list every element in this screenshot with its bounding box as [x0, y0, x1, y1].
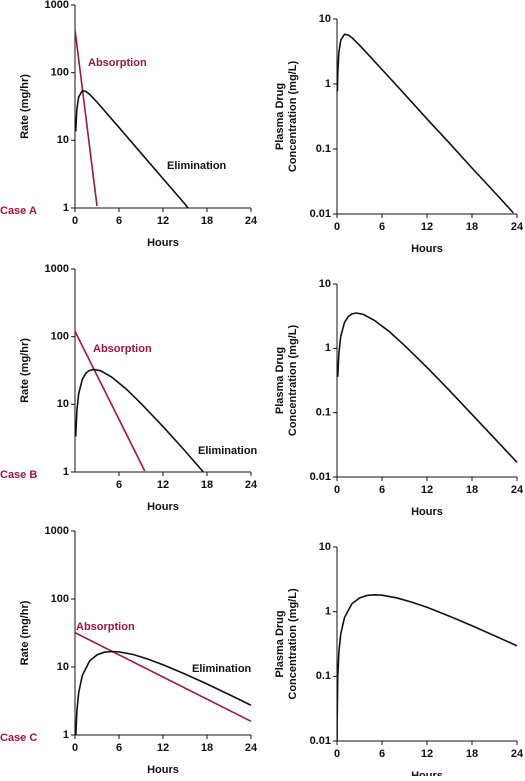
- y-tick-label: 1: [63, 729, 69, 741]
- y-tick-label: 100: [51, 67, 69, 79]
- series-label: Elimination: [167, 160, 227, 172]
- y-axis-label: Plasma Drug: [274, 610, 286, 677]
- x-tick-label: 18: [466, 221, 478, 233]
- y-tick-label: 0.1: [316, 407, 331, 419]
- x-tick-label: 18: [201, 742, 213, 754]
- x-tick-label: 0: [334, 221, 340, 233]
- y-axis-label: Concentration (mg/L): [287, 588, 299, 700]
- y-tick-label: 1000: [45, 525, 69, 537]
- x-tick-label: 6: [379, 484, 385, 496]
- x-tick-label: 12: [157, 479, 169, 491]
- y-tick-label: 10: [319, 541, 331, 553]
- line: [75, 650, 252, 735]
- y-tick-label: 1: [325, 606, 331, 618]
- series-label: Absorption: [88, 57, 147, 69]
- x-tick-label: 0: [72, 215, 78, 227]
- chart: 1 10 100 1000 0 6 12 18 24 Hours Rate (mg/hr) Absor…: [0, 525, 258, 776]
- y-tick-label: 0.01: [310, 208, 331, 220]
- x-axis-label: Hours: [411, 243, 443, 255]
- chart: 0.01 0.1 1 10 0 6 12 18 24 Hours Plasma Drug Concen…: [274, 541, 524, 781]
- y-axis-label: Rate (mg/hr): [19, 338, 31, 403]
- y-tick-label: 0.01: [310, 471, 331, 483]
- x-tick-label: 12: [157, 742, 169, 754]
- x-tick-label: 12: [421, 484, 433, 496]
- y-tick-label: 10: [319, 13, 331, 25]
- y-tick-label: 10: [57, 398, 69, 410]
- y-tick-label: 0.01: [310, 735, 331, 747]
- y-tick-label: 1: [325, 342, 331, 354]
- series-label: Absorption: [93, 343, 152, 355]
- x-tick-label: 24: [245, 479, 258, 491]
- y-tick-label: 0.1: [316, 143, 331, 155]
- y-axis-label: Plasma Drug: [274, 347, 286, 414]
- x-tick-label: 18: [201, 215, 213, 227]
- line: [75, 89, 189, 208]
- series-label: Elimination: [192, 663, 252, 675]
- y-tick-label: 100: [51, 331, 69, 343]
- y-tick-label: 10: [319, 278, 331, 290]
- x-tick-label: 24: [245, 742, 258, 754]
- line: [75, 29, 98, 207]
- line: [337, 312, 518, 463]
- case-label: Case A: [0, 205, 37, 217]
- x-tick-label: 24: [511, 748, 524, 760]
- y-tick-label: 1: [63, 202, 69, 214]
- line: [75, 330, 146, 472]
- y-axis-label: Concentration (mg/L): [287, 325, 299, 437]
- x-tick-label: 6: [379, 748, 385, 760]
- y-tick-label: 1: [325, 78, 331, 90]
- x-axis-label: Hours: [147, 501, 179, 513]
- x-tick-label: 18: [201, 479, 213, 491]
- x-tick-label: 6: [116, 742, 122, 754]
- x-axis-label: Hours: [147, 237, 179, 249]
- y-tick-label: 0.1: [316, 670, 331, 682]
- case-label: Case C: [0, 732, 37, 744]
- x-tick-label: 6: [116, 215, 122, 227]
- chart: 0.01 0.1 1 10 0 6 12 18 24 Hours Plasma Drug Concen…: [274, 278, 524, 518]
- x-tick-label: 12: [421, 748, 433, 760]
- x-tick-label: 0: [334, 484, 340, 496]
- x-tick-label: 0: [72, 742, 78, 754]
- y-axis-label: Plasma Drug: [274, 83, 286, 150]
- y-tick-label: 1000: [45, 0, 69, 11]
- y-tick-label: 10: [57, 134, 69, 146]
- x-tick-label: 6: [379, 221, 385, 233]
- y-tick-label: 1: [63, 466, 69, 478]
- x-axis-label: Hours: [147, 764, 179, 776]
- y-tick-label: 1000: [45, 263, 69, 275]
- chart: 0.01 0.1 1 10 0 6 12 18 24 Hours Plasma Drug Concen…: [274, 13, 524, 255]
- x-tick-label: 12: [157, 215, 169, 227]
- y-axis-label: Concentration (mg/L): [287, 61, 299, 173]
- series-label: Elimination: [198, 445, 258, 457]
- y-axis-label: Rate (mg/hr): [19, 74, 31, 139]
- x-axis-label: Hours: [411, 506, 443, 518]
- y-axis-label: Rate (mg/hr): [19, 600, 31, 665]
- x-tick-label: 0: [334, 748, 340, 760]
- x-tick-label: 18: [466, 748, 478, 760]
- line: [337, 33, 514, 214]
- case-label: Case B: [0, 469, 37, 481]
- series-label: Absorption: [76, 621, 135, 633]
- line: [75, 631, 252, 723]
- chart: 1 10 100 1000 0 6 12 18 24 Hours Rate (mg/hr) Absor…: [0, 0, 258, 249]
- y-tick-label: 100: [51, 593, 69, 605]
- chart: 1 10 100 1000 6 12 18 24 Hours Rate (mg/hr) Absorp…: [0, 263, 258, 513]
- x-tick-label: 24: [511, 221, 524, 233]
- x-axis-label: Hours: [411, 770, 443, 776]
- line: [75, 368, 204, 472]
- y-tick-label: 10: [57, 661, 69, 673]
- x-tick-label: 24: [245, 215, 258, 227]
- line: [337, 594, 518, 741]
- x-tick-label: 18: [466, 484, 478, 496]
- x-tick-label: 12: [421, 221, 433, 233]
- x-tick-label: 24: [511, 484, 524, 496]
- x-tick-label: 6: [116, 479, 122, 491]
